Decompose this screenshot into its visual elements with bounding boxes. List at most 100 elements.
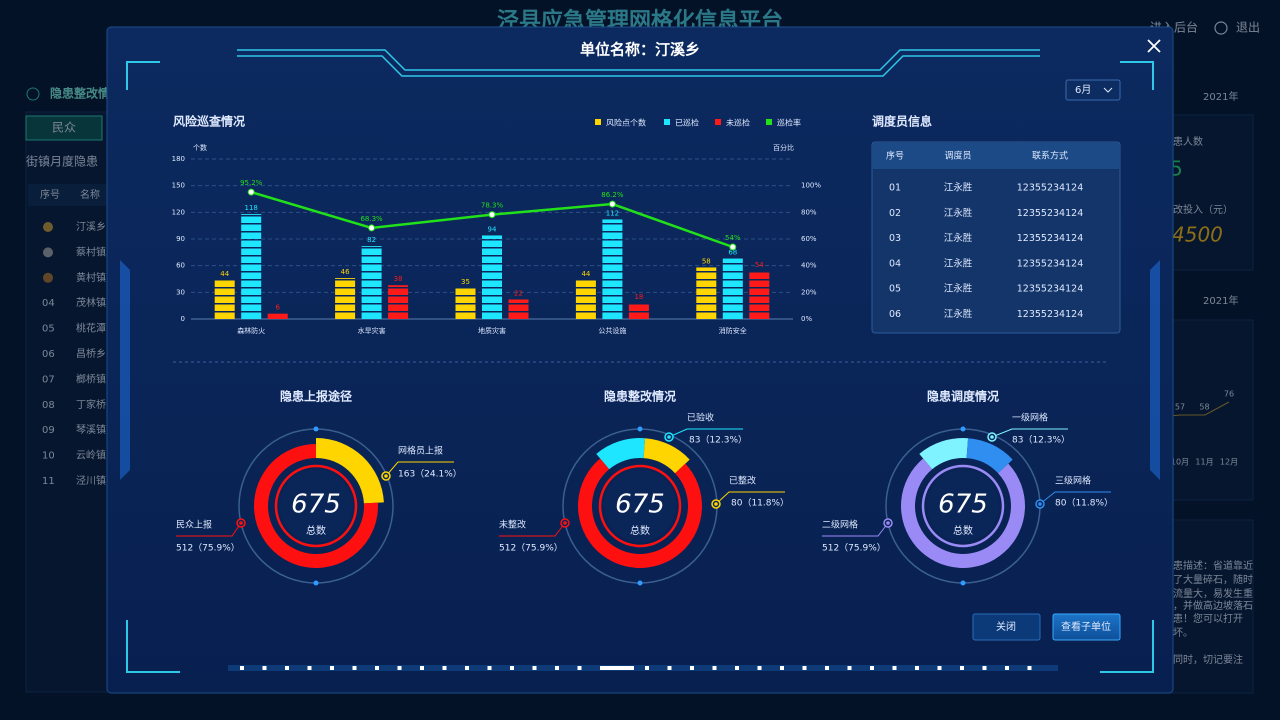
leader-line — [991, 428, 1068, 438]
table-cell: 04 — [889, 258, 901, 269]
pager-dot — [442, 666, 447, 670]
callout-value: 83（12.3%） — [689, 435, 747, 446]
column-header: 序号 — [40, 188, 60, 201]
table-cell: 江永胜 — [944, 207, 973, 219]
pager-dot — [352, 666, 357, 670]
inner-ring — [921, 464, 1005, 548]
trend-value: 57 — [1175, 403, 1185, 412]
table-cell: 江永胜 — [944, 232, 973, 244]
left-panel-title: 隐患整改情 — [50, 86, 110, 101]
x-tick-label: 水旱灾害 — [358, 326, 386, 335]
row-index: 07 — [42, 374, 55, 385]
row-index: 04 — [42, 298, 55, 309]
pager-dot — [892, 666, 897, 670]
pager-dot — [420, 666, 424, 670]
month-select[interactable] — [1065, 79, 1121, 101]
pager-dot — [1027, 666, 1032, 670]
legend-swatch — [595, 119, 601, 125]
row-index: 08 — [42, 400, 55, 411]
bar — [241, 214, 262, 319]
row-name: 云岭镇 — [76, 449, 106, 462]
callout-value: 163（24.1%） — [398, 469, 462, 480]
table-cell: 12355234124 — [1017, 183, 1084, 194]
ring-dot — [960, 426, 966, 432]
callout-value: 83（12.3%） — [1012, 435, 1070, 446]
bar — [722, 258, 743, 319]
bar — [602, 219, 623, 319]
bar — [749, 271, 770, 319]
legend-swatch — [715, 119, 721, 125]
table-cell: 05 — [889, 284, 901, 295]
year-select[interactable]: 2021年 — [1203, 90, 1238, 103]
pager-dot — [240, 666, 244, 670]
logout-icon — [1214, 21, 1228, 35]
donut-slice — [596, 438, 646, 470]
panel-icon — [26, 87, 40, 101]
bar — [267, 313, 288, 319]
close-button-label[interactable]: 关闭 — [996, 620, 1016, 633]
table-cell: 江永胜 — [944, 257, 973, 269]
pager-dot — [532, 666, 537, 670]
trend-month: 10月 — [1171, 458, 1189, 467]
bar — [575, 279, 596, 319]
callout-name: 已验收 — [687, 412, 714, 424]
sub-unit-button[interactable] — [1052, 613, 1121, 641]
bar — [482, 235, 502, 319]
row-name: 昌桥乡 — [76, 348, 106, 360]
close-button[interactable] — [972, 613, 1041, 641]
x-tick-label: 森林防火 — [237, 326, 265, 335]
y-tick-label: 60 — [176, 262, 185, 270]
callout-value: 512（75.9%） — [499, 543, 563, 554]
note-line: 流量大，易发生重 — [1173, 587, 1253, 600]
row-name: 琴溪镇 — [76, 423, 106, 436]
ring-dot — [313, 426, 319, 432]
ring-dot — [637, 426, 643, 432]
month-select-label[interactable]: 6月 — [1075, 84, 1091, 96]
close-icon[interactable] — [1147, 39, 1161, 53]
x-tick-label: 消防安全 — [719, 326, 747, 335]
line-point — [488, 211, 496, 219]
table-cell: 12355234124 — [1017, 233, 1084, 244]
logout[interactable]: 退出 — [1236, 21, 1260, 35]
note-line: 患描述：省道靠近 — [1173, 559, 1253, 572]
y2-tick-label: 40% — [801, 262, 817, 270]
callout-dot-core — [239, 521, 243, 525]
data-label: 44 — [220, 270, 229, 278]
tab-label[interactable]: 民众 — [52, 121, 76, 135]
year-select[interactable]: 2021年 — [1203, 294, 1238, 307]
leader-line — [499, 522, 566, 537]
callout-value: 80（11.8%） — [1055, 498, 1113, 509]
row-index: 11 — [42, 476, 55, 487]
stat-value: 4500 — [1172, 223, 1223, 247]
callout-name: 民众上报 — [176, 519, 212, 531]
line-point — [729, 243, 737, 251]
stat-label: 改投入（元） — [1173, 203, 1233, 216]
pager-dot — [510, 666, 514, 670]
pager-dot — [465, 666, 469, 670]
header-decoration — [237, 49, 1040, 77]
leader-line — [715, 491, 785, 505]
sub-unit-button-label[interactable]: 查看子单位 — [1061, 620, 1111, 633]
note-line: 同时，切记要注 — [1173, 653, 1243, 666]
pager-dot — [622, 666, 627, 670]
callout-name: 网格员上报 — [398, 445, 443, 457]
tab[interactable] — [25, 115, 103, 141]
data-label: 118 — [245, 204, 258, 212]
y2-tick-label: 60% — [801, 235, 817, 243]
data-label: 94 — [488, 225, 497, 233]
y2-tick-label: 0% — [801, 315, 812, 323]
x-tick-label: 公共设施 — [598, 326, 626, 335]
row-name: 茂林镇 — [76, 296, 106, 309]
row-index: 10 — [42, 451, 55, 462]
legend-label: 未巡检 — [726, 118, 750, 128]
chart-title: 隐患调度情况 — [927, 389, 999, 404]
ring-dot — [637, 580, 643, 586]
data-label: 68.3% — [360, 215, 383, 223]
data-label: 86.2% — [601, 191, 624, 199]
data-label: 54% — [725, 234, 741, 242]
pager-dot — [667, 666, 672, 670]
legend-label: 风险点个数 — [606, 118, 646, 128]
pager-dot — [330, 666, 334, 670]
pager-track — [228, 665, 1058, 671]
pager-dot — [780, 666, 784, 670]
